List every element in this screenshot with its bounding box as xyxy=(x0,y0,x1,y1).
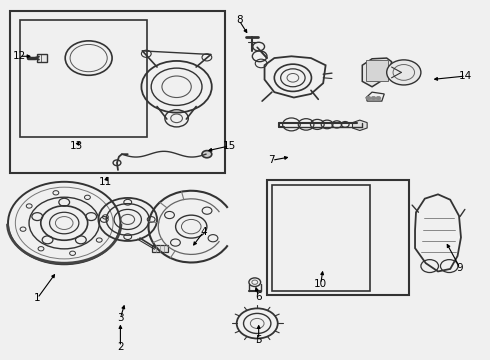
Text: 4: 4 xyxy=(200,227,207,237)
Polygon shape xyxy=(362,58,392,87)
Text: 11: 11 xyxy=(99,177,112,187)
Bar xyxy=(272,185,369,291)
Bar xyxy=(37,54,47,62)
Bar xyxy=(152,245,168,252)
Text: 14: 14 xyxy=(459,71,472,81)
Text: 9: 9 xyxy=(457,263,464,273)
Circle shape xyxy=(366,96,371,100)
Bar xyxy=(20,21,147,137)
Circle shape xyxy=(202,150,212,158)
Polygon shape xyxy=(352,120,367,131)
Text: 13: 13 xyxy=(70,141,83,151)
Circle shape xyxy=(376,96,381,100)
Text: 7: 7 xyxy=(269,155,275,165)
Text: 12: 12 xyxy=(13,51,26,61)
Text: 5: 5 xyxy=(255,334,262,345)
Text: 6: 6 xyxy=(255,292,262,302)
Circle shape xyxy=(387,60,421,85)
Bar xyxy=(267,180,409,295)
Circle shape xyxy=(371,96,376,100)
Bar xyxy=(366,60,388,81)
Text: 15: 15 xyxy=(223,141,236,151)
Text: 10: 10 xyxy=(314,279,327,289)
Text: 3: 3 xyxy=(117,313,123,323)
Bar xyxy=(10,12,225,173)
Text: 1: 1 xyxy=(34,293,41,303)
Text: 2: 2 xyxy=(117,342,123,352)
Text: 8: 8 xyxy=(236,15,243,26)
